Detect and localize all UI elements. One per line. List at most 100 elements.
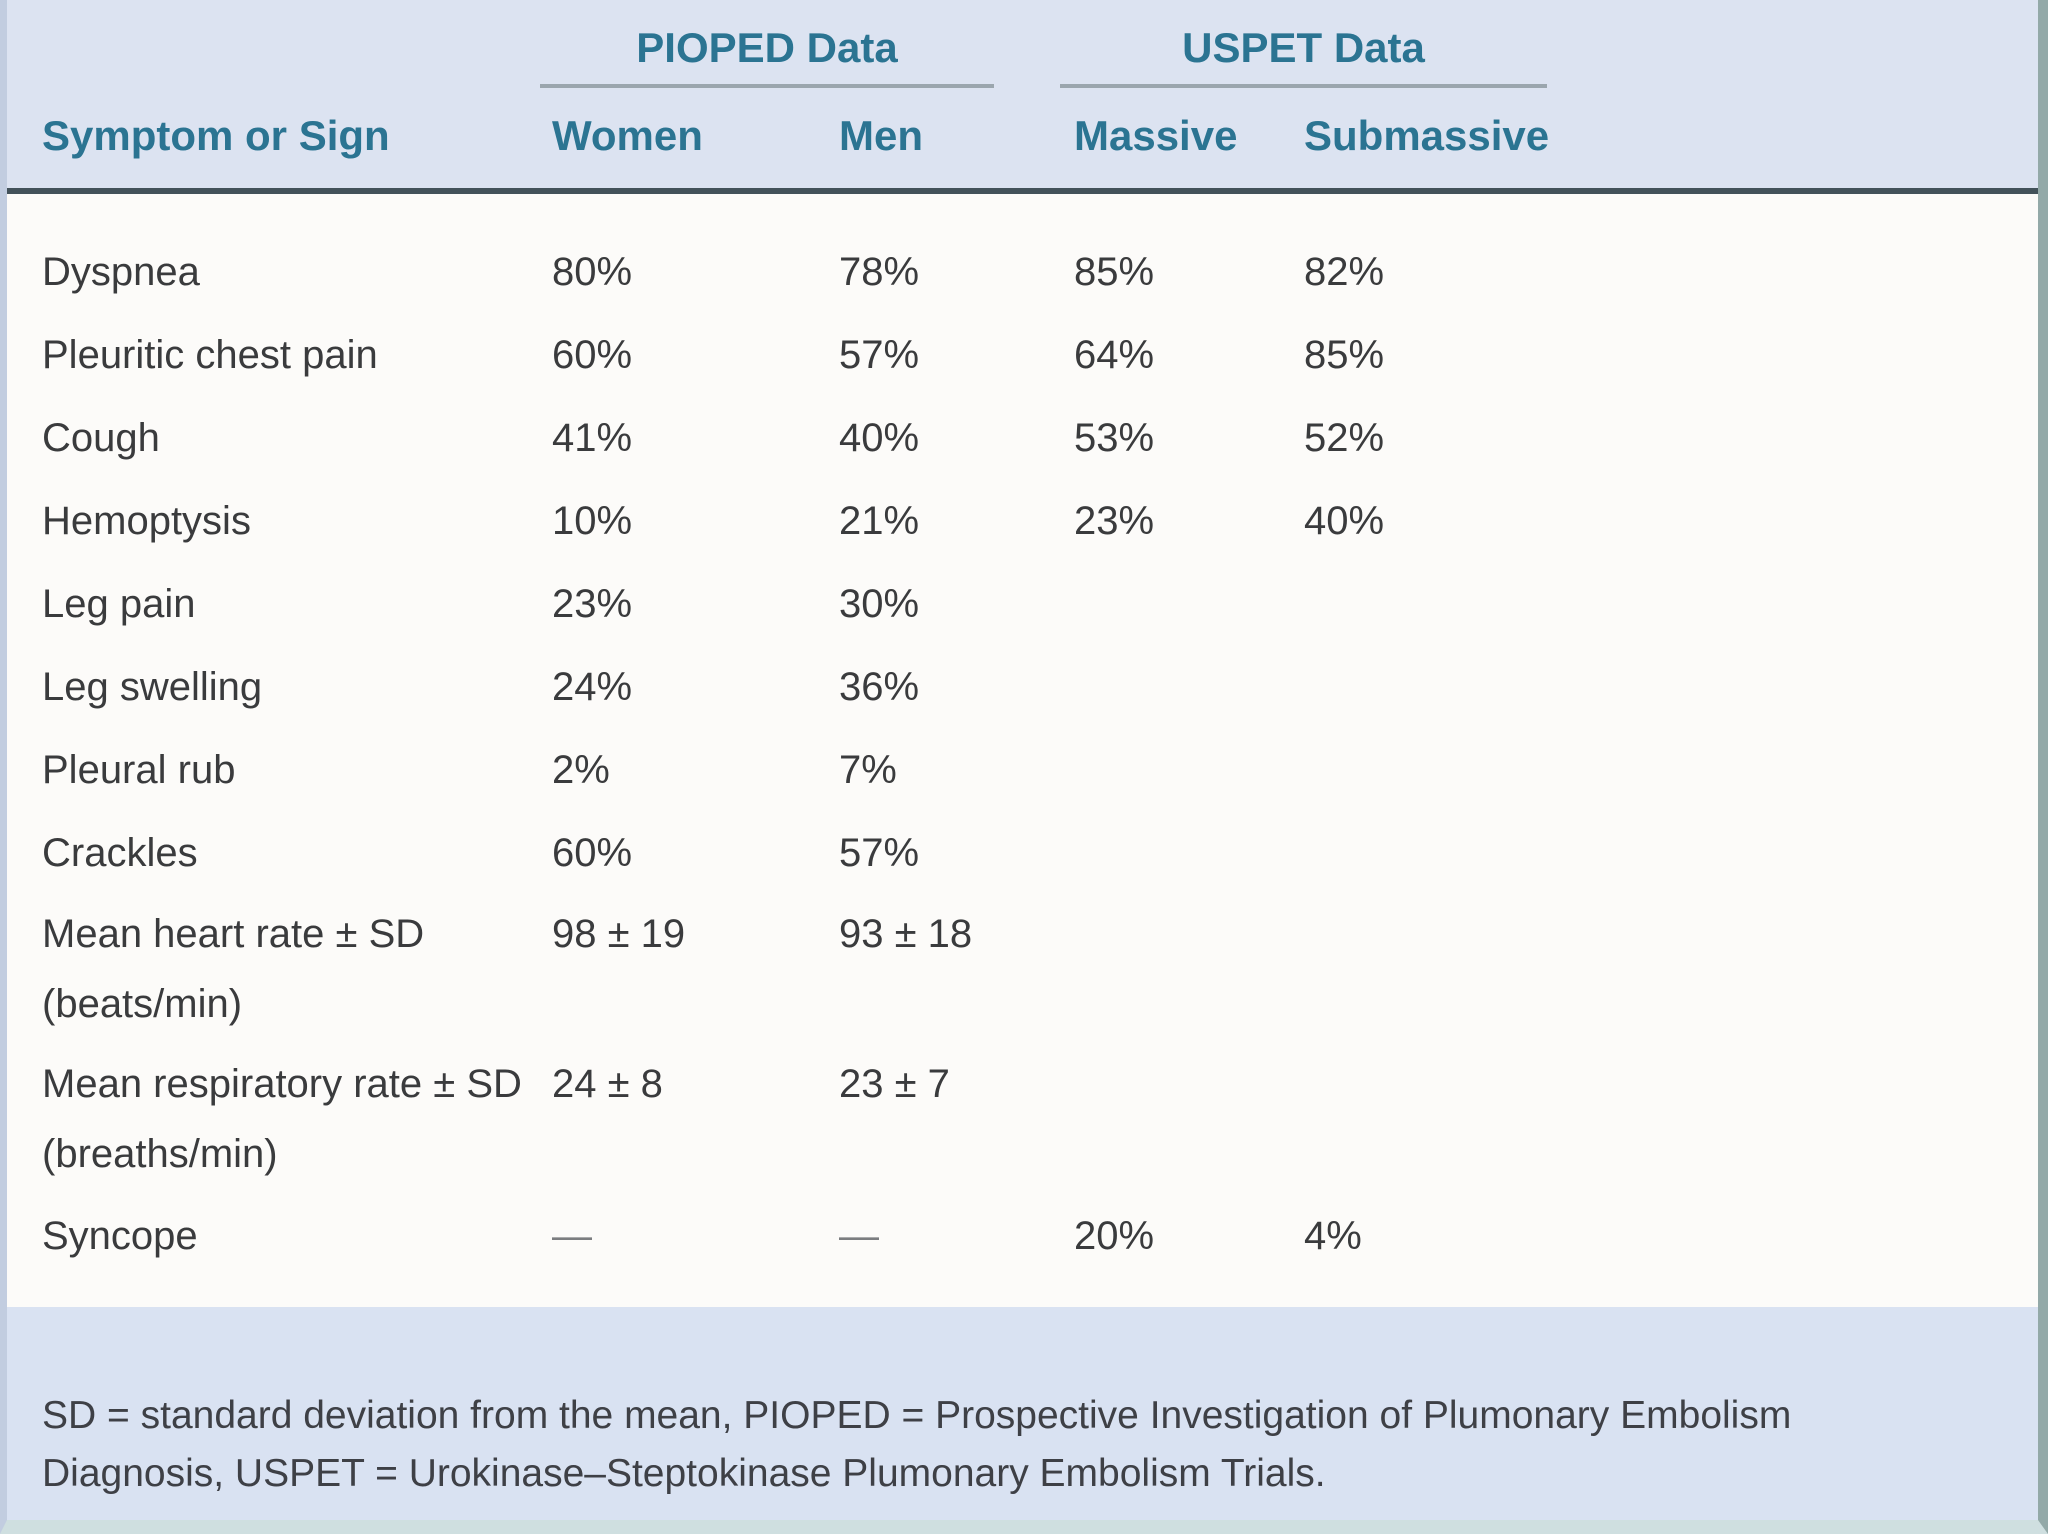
table-row: Cough 41% 40% 53% 52% [7, 396, 2038, 479]
column-header-symptom: Symptom or Sign [42, 112, 390, 159]
cell-men: 7% [839, 747, 897, 792]
cell-massive: 64% [1074, 332, 1155, 377]
cell-filler [1549, 728, 2038, 811]
cell-women: 98 ± 19 [552, 912, 686, 956]
cell-women: 60% [552, 830, 633, 875]
table-footer: SD = standard deviation from the mean, P… [7, 1307, 2038, 1520]
symptom-label: Dyspnea [42, 249, 200, 294]
symptom-label: Mean respiratory rate ± SD [42, 1062, 522, 1106]
group-header-uspet-label: USPET Data [1060, 10, 1547, 88]
table-row: Pleural rub 2% 7% [7, 728, 2038, 811]
cell-symptom: Syncope [7, 1194, 552, 1277]
cell-men: 21% [839, 498, 920, 543]
cell-men: 40% [839, 415, 920, 460]
cell-filler [1549, 396, 2038, 479]
table-row: Syncope — — 20% 4% [7, 1194, 2038, 1277]
cell-women: 60% [552, 332, 633, 377]
symptom-label-line2: (beats/min) [42, 982, 243, 1026]
cell-filler [1549, 230, 2038, 313]
cell-massive: 20% [1074, 1213, 1155, 1258]
table-row: Leg pain 23% 30% [7, 562, 2038, 645]
cell-submassive [1304, 1044, 1549, 1194]
cell-massive: 23% [1074, 498, 1155, 543]
cell-massive [1074, 811, 1304, 894]
column-header-men: Men [839, 112, 923, 159]
table-row: Crackles 60% 57% [7, 811, 2038, 894]
cell-submassive: 52% [1304, 415, 1385, 460]
column-header-submassive: Submassive [1304, 112, 1550, 159]
cell-submassive [1304, 728, 1549, 811]
cell-symptom: Mean respiratory rate ± SD (breaths/min) [7, 1044, 552, 1194]
table-row: Mean heart rate ± SD (beats/min) 98 ± 19… [7, 894, 2038, 1044]
cell-men: 78% [839, 249, 920, 294]
table-header: PIOPED Data USPET Data Symptom or Sign W… [7, 0, 2038, 188]
table-footnote: SD = standard deviation from the mean, P… [42, 1394, 1792, 1495]
cell-filler [1549, 811, 2038, 894]
cell-men: 23 ± 7 [839, 1062, 950, 1106]
symptom-label: Hemoptysis [42, 498, 251, 543]
cell-symptom: Crackles [7, 811, 552, 894]
table-row: Hemoptysis 10% 21% 23% 40% [7, 479, 2038, 562]
cell-submassive: 85% [1304, 332, 1385, 377]
cell-filler [1549, 479, 2038, 562]
cell-submassive [1304, 562, 1549, 645]
cell-men: 30% [839, 581, 920, 626]
cell-filler [1549, 313, 2038, 396]
symptom-label: Crackles [42, 830, 198, 875]
cell-filler [1549, 562, 2038, 645]
symptom-label: Mean heart rate ± SD [42, 912, 425, 956]
cell-men: 36% [839, 664, 920, 709]
cell-submassive [1304, 811, 1549, 894]
group-header-row: PIOPED Data USPET Data [7, 10, 2038, 88]
symptom-label: Syncope [42, 1213, 198, 1258]
cell-filler [1549, 894, 2038, 1044]
column-header-filler [1549, 104, 2038, 168]
cell-symptom: Pleural rub [7, 728, 552, 811]
cell-men: — [839, 1213, 879, 1258]
column-header-women: Women [552, 112, 703, 159]
cell-women: 2% [552, 747, 610, 792]
group-header-spacer [7, 10, 552, 88]
cell-submassive: 4% [1304, 1213, 1362, 1258]
cell-symptom: Hemoptysis [7, 479, 552, 562]
table-body: Dyspnea 80% 78% 85% 82% Pleuritic chest … [7, 194, 2038, 1307]
cell-submassive: 40% [1304, 498, 1385, 543]
cell-symptom: Pleuritic chest pain [7, 313, 552, 396]
symptom-label: Leg pain [42, 581, 196, 626]
header-divider-rule [7, 188, 2038, 194]
symptom-label: Cough [42, 415, 160, 460]
cell-symptom: Cough [7, 396, 552, 479]
cell-submassive: 82% [1304, 249, 1385, 294]
group-header-filler [1549, 10, 2038, 88]
cell-submassive [1304, 645, 1549, 728]
cell-filler [1549, 645, 2038, 728]
cell-massive [1074, 1044, 1304, 1194]
cell-women: — [552, 1213, 592, 1258]
cell-men: 57% [839, 830, 920, 875]
table-row: Pleuritic chest pain 60% 57% 64% 85% [7, 313, 2038, 396]
cell-massive [1074, 645, 1304, 728]
cell-women: 24 ± 8 [552, 1062, 663, 1106]
table-row: Dyspnea 80% 78% 85% 82% [7, 230, 2038, 313]
group-header-pioped: PIOPED Data [540, 10, 1074, 88]
cell-submassive [1304, 894, 1549, 1044]
cell-massive [1074, 562, 1304, 645]
cell-filler [1549, 1044, 2038, 1194]
cell-women: 24% [552, 664, 633, 709]
column-header-row: Symptom or Sign Women Men Massive Submas… [7, 88, 2038, 188]
cell-women: 41% [552, 415, 633, 460]
symptom-label: Pleural rub [42, 747, 236, 792]
cell-symptom: Mean heart rate ± SD (beats/min) [7, 894, 552, 1044]
column-header-massive: Massive [1074, 112, 1238, 159]
cell-women: 23% [552, 581, 633, 626]
symptom-label-line2: (breaths/min) [42, 1132, 278, 1176]
cell-women: 80% [552, 249, 633, 294]
group-header-pioped-label: PIOPED Data [540, 10, 994, 88]
table-row: Mean respiratory rate ± SD (breaths/min)… [7, 1044, 2038, 1194]
cell-filler [1549, 1194, 2038, 1277]
cell-women: 10% [552, 498, 633, 543]
cell-men: 57% [839, 332, 920, 377]
symptom-label: Leg swelling [42, 664, 263, 709]
table-row: Leg swelling 24% 36% [7, 645, 2038, 728]
